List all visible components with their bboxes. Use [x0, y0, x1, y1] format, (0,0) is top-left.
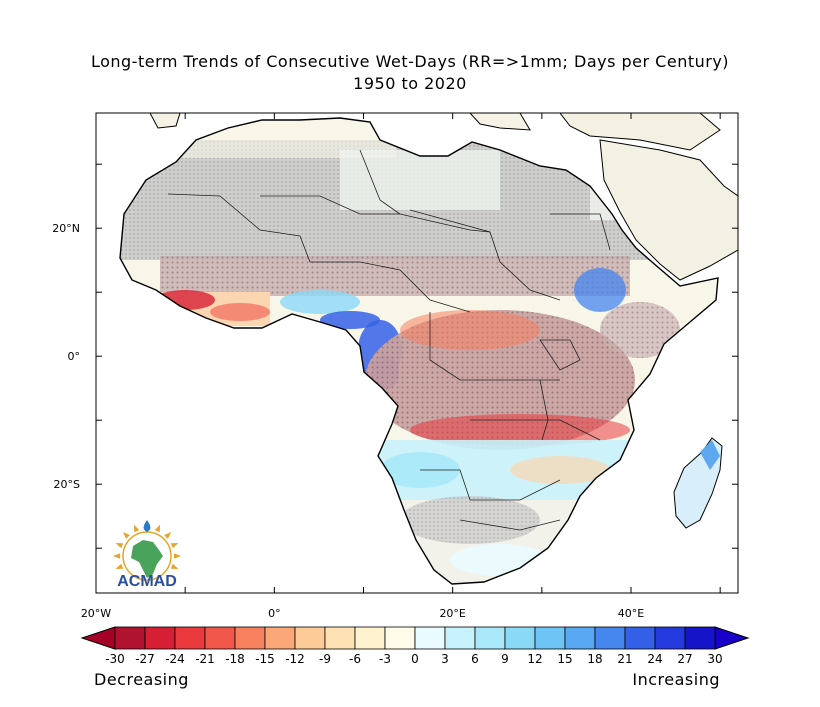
- logo-ray: [170, 563, 179, 570]
- colorbar-label: 18: [587, 652, 602, 666]
- colorbar-end-low: [80, 626, 116, 650]
- logo-ray: [113, 553, 121, 559]
- colorbar-label: -27: [135, 652, 155, 666]
- colorbar-swatch: [324, 626, 356, 650]
- colorbar-swatch: [444, 626, 476, 650]
- colorbar-swatch: [534, 626, 566, 650]
- colorbar-label: -6: [349, 652, 361, 666]
- logo-ray: [154, 524, 161, 533]
- colorbar-label: -15: [255, 652, 275, 666]
- x-tick-label: 20°W: [81, 607, 111, 620]
- colorbar-swatch: [594, 626, 626, 650]
- logo-ray: [173, 553, 181, 559]
- iberia-coast: [149, 113, 181, 129]
- colorbar-label: 15: [557, 652, 572, 666]
- logo-ray: [133, 524, 140, 533]
- map-title: Long-term Trends of Consecutive Wet-Days…: [90, 52, 730, 71]
- logo-sun-rays: [113, 522, 181, 570]
- colorbar-end-high: [714, 626, 750, 650]
- logo-ray: [115, 542, 124, 549]
- colorbar-label: 27: [677, 652, 692, 666]
- colorbar-swatch: [654, 626, 686, 650]
- x-axis: 20°W 0° 20°E 40°E: [81, 113, 721, 620]
- logo-ray: [115, 563, 124, 570]
- colorbar-label: -18: [225, 652, 245, 666]
- colorbar-swatch: [414, 626, 446, 650]
- colorbar-swatch: [144, 626, 176, 650]
- colorbar-label: -3: [379, 652, 391, 666]
- colorbar-label: -21: [195, 652, 215, 666]
- logo-drop-icon: [143, 520, 151, 532]
- x-tick-label: 20°E: [439, 607, 465, 620]
- colorbar-swatch: [264, 626, 296, 650]
- colorbar-swatch: [564, 626, 596, 650]
- logo-ray: [164, 531, 172, 539]
- logo-ray: [122, 531, 130, 539]
- logo-ray: [170, 542, 179, 549]
- colorbar-label: -30: [105, 652, 125, 666]
- colorbar-swatch: [114, 626, 146, 650]
- colorbar-swatch: [624, 626, 656, 650]
- anatomia-coast: [559, 113, 721, 151]
- logo-text: ACMAD: [117, 573, 177, 590]
- y-tick-label: 20°S: [54, 478, 80, 491]
- colorbar-label: -24: [165, 652, 185, 666]
- colorbar-swatch: [384, 626, 416, 650]
- colorbar-label: 30: [707, 652, 722, 666]
- colorbar-swatch: [294, 626, 326, 650]
- africa-coastline: [119, 117, 719, 585]
- logo-continent: [131, 540, 163, 578]
- colorbar-label: 3: [441, 652, 449, 666]
- colorbar-label: 0: [411, 652, 419, 666]
- decreasing-label: Decreasing: [94, 670, 189, 689]
- madagascar-increase-patch: [700, 440, 720, 470]
- colorbar-label: 9: [501, 652, 509, 666]
- colorbar: -30 -27 -24 -21 -18 -15 -12 -9 -6 -3 0 3 6 9 12 15 18 21 2…: [80, 626, 750, 666]
- colorbar-label: 24: [647, 652, 662, 666]
- colorbar-label: 6: [471, 652, 479, 666]
- colorbar-label: 21: [617, 652, 632, 666]
- colorbar-swatch: [354, 626, 386, 650]
- colorbar-label: 12: [527, 652, 542, 666]
- country-borders: [167, 149, 611, 531]
- y-tick-label: 0°: [68, 350, 81, 363]
- x-tick-label: 40°E: [618, 607, 644, 620]
- map-period: 1950 to 2020: [353, 74, 467, 93]
- x-tick-label: 0°: [268, 607, 281, 620]
- colorbar-swatch: [234, 626, 266, 650]
- increasing-label: Increasing: [632, 670, 720, 689]
- colorbar-label: -12: [285, 652, 305, 666]
- acmad-logo: ACMAD: [113, 520, 181, 590]
- greece-coast: [469, 113, 531, 131]
- y-tick-label: 20°N: [52, 222, 80, 235]
- colorbar-swatch: [504, 626, 536, 650]
- colorbar-label: -9: [319, 652, 331, 666]
- colorbar-swatch: [474, 626, 506, 650]
- arabian-peninsula: [599, 139, 738, 281]
- colorbar-swatch: [204, 626, 236, 650]
- colorbar-swatch: [684, 626, 716, 650]
- colorbar-swatch: [174, 626, 206, 650]
- y-axis: 20°N 0° 20°S: [52, 163, 738, 549]
